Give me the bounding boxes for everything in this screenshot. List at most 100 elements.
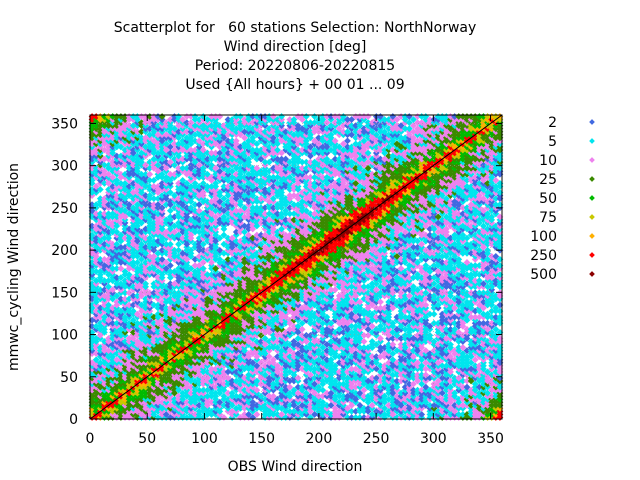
scatter-point [117, 231, 125, 239]
scatter-point [92, 335, 100, 342]
scatter-point [92, 234, 100, 242]
scatter-point [129, 301, 137, 309]
scatter-point [109, 341, 117, 348]
scatter-point [113, 192, 121, 199]
scatter-point [117, 170, 125, 178]
scatter-point [109, 183, 117, 190]
scatter-point [96, 256, 104, 263]
scatter-point [121, 243, 129, 251]
scatter-point [133, 319, 141, 327]
scatter-point [105, 161, 112, 169]
scatter-point [96, 186, 104, 193]
scatter-point [133, 152, 141, 160]
scatter-point [96, 286, 104, 294]
scatter-point [109, 286, 117, 294]
scatter-point [117, 307, 125, 315]
title-line-3: Period: 20220806-20220815 [195, 58, 395, 74]
scatter-point [92, 268, 100, 275]
scatter-point [117, 243, 125, 251]
scatter-point [125, 122, 133, 130]
scatter-point [92, 201, 100, 209]
scatter-point [129, 204, 137, 212]
title-line-1: Scatterplot for 60 stations Selection: N… [114, 20, 477, 36]
scatter-point [101, 292, 108, 300]
scatter-point [96, 319, 104, 327]
scatter-point [117, 219, 125, 227]
scatter-point [101, 167, 108, 175]
scatter-point [113, 176, 121, 184]
scatter-point [121, 146, 129, 154]
scatter-point [129, 237, 137, 245]
scatter-point [101, 146, 108, 154]
scatter-point [105, 301, 112, 309]
scatter-point [133, 259, 141, 266]
scatter-point [117, 143, 125, 151]
scatter-point [92, 146, 100, 154]
scatter-point [129, 307, 137, 315]
scatter-point [92, 164, 100, 172]
scatter-point [125, 301, 133, 309]
scatter-point [101, 277, 108, 285]
scatter-point [138, 313, 145, 321]
scatter-point [113, 292, 121, 300]
scatter-point [105, 228, 112, 236]
scatter-point [117, 365, 125, 373]
scatter-point [109, 265, 117, 272]
scatter-point [92, 222, 100, 230]
scatter-point [92, 307, 100, 315]
scatter-point [92, 356, 100, 364]
scatter-point [133, 265, 141, 272]
scatter-point [121, 249, 129, 257]
scatter-point [101, 155, 108, 163]
scatter-point [101, 161, 108, 169]
scatter-point [125, 289, 133, 297]
scatter-point [138, 319, 145, 327]
scatter-point [109, 210, 117, 218]
scatter-point [109, 173, 117, 181]
scatter-point [129, 189, 137, 196]
scatter-point [105, 170, 112, 178]
scatter-point [129, 259, 137, 266]
scatter-point [101, 195, 108, 202]
scatter-point [101, 180, 108, 187]
scatter-point [101, 240, 108, 248]
scatter-point [96, 268, 104, 275]
scatter-point [105, 335, 112, 342]
scatter-point [105, 277, 112, 285]
scatter-point [105, 347, 112, 354]
scatter-point [101, 313, 108, 321]
scatter-point [117, 265, 125, 272]
scatter-point [105, 201, 112, 209]
scatter-point [113, 228, 121, 236]
scatter-point [92, 210, 100, 218]
scatter-point [113, 265, 121, 272]
scatter-point [125, 319, 133, 327]
scatter-point [117, 192, 125, 199]
scatter-point [113, 319, 121, 327]
scatter-point [138, 301, 145, 309]
scatter-point [101, 234, 108, 242]
scatter-point [117, 280, 125, 288]
scatter-point [101, 286, 108, 294]
scatter-point [113, 240, 121, 248]
scatter-point [105, 210, 112, 218]
scatter-point [96, 304, 104, 312]
scatter-point [129, 122, 137, 130]
points-layer [88, 113, 504, 421]
scatter-point [129, 180, 137, 187]
scatter-point [117, 325, 125, 333]
scatter-point [125, 271, 133, 278]
scatter-point [113, 356, 121, 364]
scatter-point [96, 344, 104, 351]
scatter-point [96, 195, 104, 202]
scatter-point [96, 210, 104, 218]
scatter-point [125, 335, 133, 342]
scatter-point [101, 210, 108, 218]
scatter-point [109, 158, 117, 166]
scatter-point [109, 319, 117, 327]
scatter-point [129, 146, 137, 154]
title-line-4: Used {All hours} + 00 01 ... 09 [185, 77, 404, 93]
scatter-point [113, 152, 121, 160]
scatter-point [92, 322, 100, 330]
scatter-point [133, 338, 141, 345]
